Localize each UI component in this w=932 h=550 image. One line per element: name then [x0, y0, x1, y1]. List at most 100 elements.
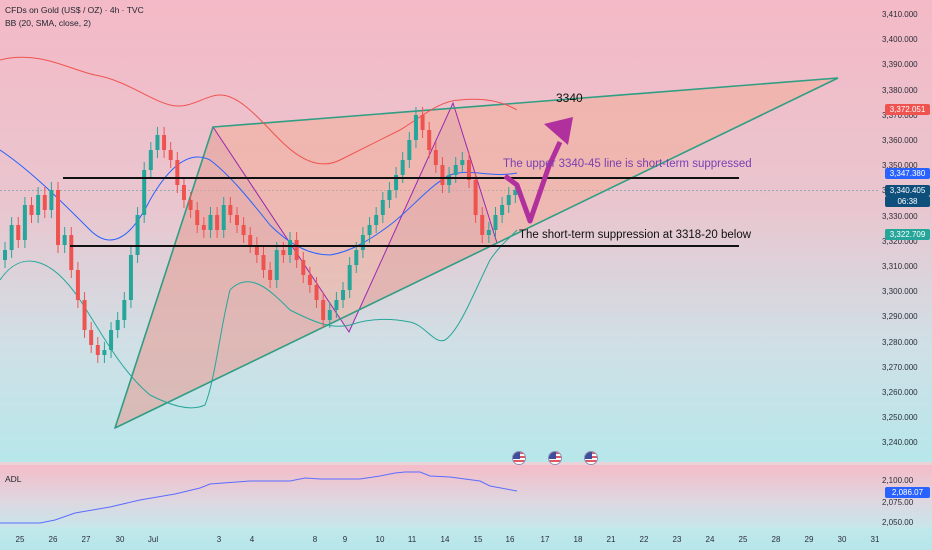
- wedge-fill: [115, 78, 838, 428]
- time-tick: 24: [705, 535, 715, 544]
- candle-body: [433, 150, 438, 165]
- adl-tick: 2,100.00: [882, 476, 914, 485]
- candle-body: [493, 215, 498, 230]
- candle-body: [16, 225, 21, 240]
- candle-body: [248, 235, 253, 245]
- middle-band-tag: 3,347.380: [885, 168, 930, 179]
- candle-body: [195, 210, 200, 225]
- candle-body: [49, 190, 54, 210]
- wedge-upper-trendline: [212, 77, 839, 128]
- pane-separator[interactable]: [0, 462, 932, 465]
- adl-pane[interactable]: [0, 465, 932, 528]
- candle-body: [513, 190, 518, 195]
- candle-body: [22, 205, 27, 240]
- candle-body: [128, 255, 133, 300]
- candle-body: [175, 160, 180, 185]
- candle-body: [347, 265, 352, 290]
- candle-body: [394, 175, 399, 190]
- time-tick: 23: [672, 535, 682, 544]
- bb-indicator-label[interactable]: BB (20, SMA, close, 2): [5, 18, 91, 28]
- bollinger-lower-band: [0, 229, 518, 409]
- candle-body: [82, 300, 87, 330]
- candle-body: [155, 135, 160, 150]
- wedge-lower-trendline: [114, 77, 839, 429]
- time-tick: 3: [216, 535, 222, 544]
- last-price-tag: 3,340.405: [885, 185, 930, 196]
- candle-body: [268, 270, 273, 280]
- time-tick: 9: [342, 535, 348, 544]
- candle-body: [374, 215, 379, 225]
- time-tick: 8: [312, 535, 318, 544]
- target-label[interactable]: 3340: [556, 91, 583, 105]
- time-tick: 26: [48, 535, 58, 544]
- price-tick: 3,380.000: [882, 85, 918, 95]
- time-tick: 17: [540, 535, 550, 544]
- candle-body: [201, 225, 206, 230]
- candle-body: [115, 320, 120, 330]
- adl-label[interactable]: ADL: [5, 474, 22, 484]
- time-tick: 22: [639, 535, 649, 544]
- upper-band-tag: 3,372.051: [885, 104, 930, 115]
- candle-body: [334, 300, 339, 310]
- candle-body: [294, 240, 299, 260]
- candle-body: [75, 270, 80, 300]
- candle-body: [327, 310, 332, 320]
- price-tick: 3,350.000: [882, 161, 918, 171]
- candle-body: [148, 150, 153, 170]
- candle-body: [307, 275, 312, 285]
- candle-body: [9, 225, 14, 250]
- time-tick: 30: [837, 535, 847, 544]
- projection-arrowhead: [544, 117, 573, 145]
- candle-body: [181, 185, 186, 200]
- adl-tick: 2,050.00: [882, 518, 914, 527]
- price-tick: 3,370.000: [882, 110, 918, 120]
- candle-body: [234, 215, 239, 225]
- upper-suppression-note[interactable]: The upper 3340-45 line is short-term sup…: [503, 158, 752, 170]
- candle-body: [288, 240, 293, 255]
- bollinger-upper-band: [0, 56, 518, 165]
- candle-body: [413, 115, 418, 140]
- price-tick: 3,270.000: [882, 362, 918, 372]
- candle-body: [241, 225, 246, 235]
- candle-body: [380, 200, 385, 215]
- candle-body: [36, 195, 41, 215]
- time-tick: 4: [249, 535, 255, 544]
- time-axis[interactable]: [0, 528, 932, 550]
- candle-body: [89, 330, 94, 345]
- candle-body: [142, 170, 147, 215]
- price-tick: 3,300.000: [882, 287, 918, 297]
- lower-suppression-note[interactable]: The short-term suppression at 3318-20 be…: [519, 229, 752, 241]
- price-tick: 3,410.000: [882, 10, 918, 19]
- price-tick: 3,310.000: [882, 262, 918, 271]
- us-flag-icon[interactable]: [512, 451, 526, 465]
- candle-body: [480, 215, 485, 235]
- candle-body: [261, 255, 266, 270]
- candle-body: [367, 225, 372, 235]
- time-tick: 29: [804, 535, 814, 544]
- main-pane[interactable]: [0, 0, 932, 462]
- candle-body: [427, 130, 432, 150]
- time-tick: 25: [738, 535, 748, 544]
- candle-body: [281, 250, 286, 255]
- candle-body: [500, 205, 505, 215]
- adl-tick: 2,075.00: [882, 498, 914, 507]
- time-tick: 25: [15, 535, 25, 544]
- time-tick: 27: [81, 535, 91, 544]
- candle-body: [188, 200, 193, 210]
- candle-body: [447, 175, 452, 185]
- candle-body: [168, 150, 173, 160]
- candle-body: [3, 250, 7, 260]
- symbol-title[interactable]: CFDs on Gold (US$ / OZ) · 4h · TVC: [5, 5, 144, 15]
- candle-body: [453, 165, 458, 175]
- candle-body: [102, 350, 107, 355]
- time-tick: 18: [573, 535, 583, 544]
- projection-path: [503, 140, 563, 224]
- time-tick: 16: [505, 535, 515, 544]
- price-tick: 3,390.000: [882, 60, 918, 70]
- us-flag-icon[interactable]: [584, 451, 598, 465]
- us-flag-icon[interactable]: [548, 451, 562, 465]
- adl-line: [0, 471, 518, 524]
- candle-body: [62, 235, 67, 245]
- price-tick: 3,320.000: [882, 236, 918, 246]
